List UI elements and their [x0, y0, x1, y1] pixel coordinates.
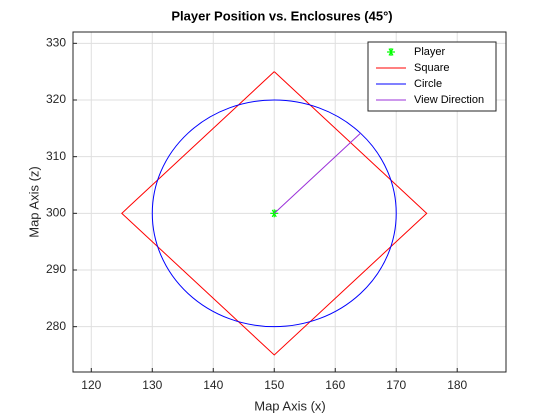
x-axis-label: Map Axis (x)	[254, 398, 326, 413]
chart-title: Player Position vs. Enclosures (45°)	[171, 8, 392, 23]
x-tick-label: 160	[325, 378, 345, 392]
legend-marker	[387, 48, 395, 56]
y-tick-label: 330	[46, 36, 66, 50]
legend-label: View Direction	[414, 94, 484, 106]
x-tick-label: 120	[81, 378, 101, 392]
x-tick-label: 170	[386, 378, 406, 392]
y-tick-label: 290	[46, 262, 66, 276]
y-tick-label: 310	[46, 149, 66, 163]
y-axis-label: Map Axis (z)	[26, 166, 41, 238]
legend-label: Square	[414, 62, 449, 74]
legend-label: Circle	[414, 78, 442, 90]
x-tick-label: 130	[142, 378, 162, 392]
y-tick-label: 300	[46, 206, 66, 220]
axes-box	[72, 31, 507, 373]
x-tick-label: 140	[203, 378, 223, 392]
y-tick-label: 320	[46, 92, 66, 106]
legend-label: Player	[414, 46, 446, 58]
circle-enclosure	[151, 99, 397, 328]
series-line	[121, 71, 428, 356]
legend: Player Square Circle View Direction	[367, 41, 497, 112]
x-tick-label: 180	[447, 378, 467, 392]
y-tick-label: 280	[46, 319, 66, 333]
x-tick-label: 150	[264, 378, 284, 392]
series-line	[273, 132, 361, 214]
